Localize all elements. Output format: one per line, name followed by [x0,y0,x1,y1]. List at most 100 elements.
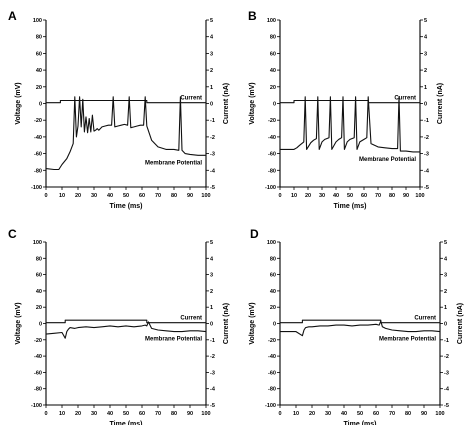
panel-letter: B [248,9,257,23]
x-tick-label: 20 [75,411,81,417]
membrane-potential-label: Membrane Potential [145,160,202,166]
x-tick-label: 70 [375,193,381,199]
right-y-tick-label: 0 [210,322,213,328]
left-y-tick-label: 0 [273,322,276,328]
x-tick-label: 60 [361,193,367,199]
left-y-tick-label: 80 [36,256,42,262]
current-label: Current [394,96,416,102]
right-y-tick-label: 0 [210,102,213,108]
right-y-tick-label: -4 [210,387,216,393]
right-y-tick-label: 3 [424,51,427,57]
right-y-tick-label: 5 [444,240,447,246]
x-tick-label: 0 [44,193,47,199]
left-y-tick-label: -80 [34,168,42,174]
x-tick-label: 20 [75,193,81,199]
panel-a: A 100806040200-20-40-60-80-100543210-1-2-… [8,9,230,210]
x-tick-label: 40 [107,193,113,199]
left-y-tick-label: 100 [267,18,276,24]
membrane-potential-label: Membrane Potential [145,337,202,343]
x-tick-label: 50 [123,193,129,199]
left-y-tick-label: 80 [36,35,42,41]
right-y-tick-label: -1 [210,118,215,124]
right-y-axis-title: Current (nA) [223,83,230,124]
x-tick-label: 80 [171,411,177,417]
right-y-axis-title: Current (nA) [437,83,444,124]
left-y-tick-label: -60 [268,370,276,376]
right-y-tick-label: -2 [210,135,215,141]
left-y-tick-label: 40 [36,289,42,295]
membrane-potential-trace [280,96,420,153]
right-y-tick-label: -1 [424,118,429,124]
x-tick-label: 10 [59,411,65,417]
x-tick-label: 10 [291,193,297,199]
right-y-tick-label: 5 [210,18,213,24]
left-y-tick-label: -80 [34,387,42,393]
left-y-tick-label: 20 [36,305,42,311]
x-tick-label: 30 [319,193,325,199]
left-y-tick-label: -40 [34,135,42,141]
x-tick-label: 0 [278,193,281,199]
x-tick-label: 70 [155,193,161,199]
left-y-axis-title: Voltage (mV) [15,302,22,344]
x-tick-label: 10 [293,411,299,417]
x-axis-title: Time (ms) [344,421,377,425]
left-y-tick-label: -100 [31,403,42,409]
left-y-tick-label: 60 [36,273,42,279]
left-y-axis-title: Voltage (mV) [249,82,256,124]
x-tick-label: 80 [389,193,395,199]
x-tick-label: 100 [201,193,210,199]
right-y-tick-label: 5 [210,240,213,246]
right-y-tick-label: -5 [424,185,429,191]
x-tick-label: 30 [91,411,97,417]
right-y-tick-label: 0 [424,102,427,108]
right-y-tick-label: -3 [210,152,215,158]
x-tick-label: 60 [139,193,145,199]
right-y-axis-title: Current (nA) [457,303,464,344]
x-axis-title: Time (ms) [334,203,367,210]
x-tick-label: 60 [373,411,379,417]
right-y-tick-label: -3 [210,370,215,376]
x-tick-label: 40 [341,411,347,417]
left-y-tick-label: -100 [31,185,42,191]
x-tick-label: 30 [91,193,97,199]
left-y-tick-label: 80 [270,256,276,262]
left-y-tick-label: -60 [34,152,42,158]
right-y-tick-label: -4 [210,168,216,174]
x-tick-label: 50 [357,411,363,417]
x-axis-title: Time (ms) [110,203,143,210]
left-y-tick-label: -40 [268,135,276,141]
left-y-tick-label: 0 [39,322,42,328]
current-trace [280,99,420,104]
right-y-tick-label: 1 [210,305,213,311]
panel-d: D100806040200-20-40-60-80-100543210-1-2-… [249,227,464,425]
right-y-axis-title: Current (nA) [223,303,230,344]
left-y-tick-label: -60 [268,152,276,158]
panel-letter: C [8,227,17,241]
right-y-tick-label: 3 [210,51,213,57]
left-y-tick-label: 20 [270,305,276,311]
right-y-tick-label: 1 [210,85,213,91]
x-tick-label: 70 [155,411,161,417]
left-y-tick-label: -20 [268,338,276,344]
panel-b: B 100806040200-20-40-60-80-100543210-1-2-… [248,9,444,210]
x-tick-label: 10 [59,193,65,199]
x-tick-label: 30 [325,411,331,417]
right-y-tick-label: -5 [210,185,215,191]
right-y-tick-label: 4 [424,35,428,41]
membrane-potential-label: Membrane Potential [359,157,416,163]
current-label: Current [180,96,202,102]
x-tick-label: 0 [278,411,281,417]
left-y-tick-label: 100 [33,240,42,246]
left-y-tick-label: -20 [34,338,42,344]
left-y-axis-title: Voltage (mV) [15,82,22,124]
x-tick-label: 90 [421,411,427,417]
panel-letter: D [250,227,259,241]
right-y-tick-label: 3 [444,273,447,279]
left-y-tick-label: -100 [265,185,276,191]
membrane-potential-trace [45,321,207,339]
left-y-tick-label: 80 [270,35,276,41]
left-y-tick-label: 60 [270,273,276,279]
left-y-tick-label: 20 [270,85,276,91]
x-tick-label: 90 [187,193,193,199]
left-y-tick-label: -80 [268,168,276,174]
